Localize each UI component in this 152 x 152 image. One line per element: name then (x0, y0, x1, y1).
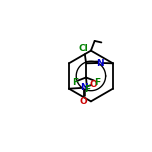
Text: F: F (94, 78, 100, 87)
Text: F: F (84, 85, 90, 94)
Text: Cl: Cl (79, 44, 88, 53)
Text: O: O (89, 80, 97, 89)
Text: N: N (80, 83, 88, 92)
Text: −: − (93, 77, 100, 86)
Text: O: O (80, 97, 88, 106)
Text: F: F (72, 78, 78, 87)
Text: N: N (96, 59, 104, 67)
